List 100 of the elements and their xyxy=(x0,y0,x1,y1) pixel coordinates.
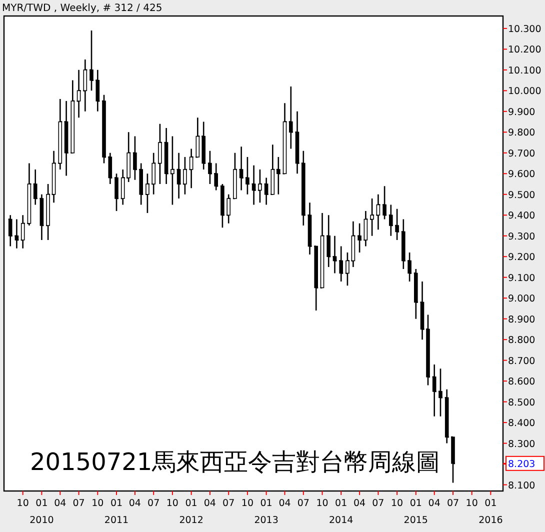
x-tick-label: 07 xyxy=(372,498,384,509)
y-tick-label: 8.400 xyxy=(508,418,536,430)
candlestick xyxy=(14,218,19,249)
candlestick xyxy=(52,150,56,204)
candlestick xyxy=(402,218,406,270)
candlestick xyxy=(8,214,12,247)
annotation: 20150721馬來西亞令吉對台幣周線圖 xyxy=(30,448,440,476)
x-tick-label: 04 xyxy=(54,498,66,509)
candlestick xyxy=(308,202,312,256)
candlestick xyxy=(176,152,181,200)
y-tick-label: 8.800 xyxy=(508,335,536,346)
x-tick-label: 01 2013 xyxy=(254,498,278,526)
y-tick-label: 9.100 xyxy=(508,272,536,284)
candlestick xyxy=(158,123,162,185)
candlestick xyxy=(358,222,362,254)
y-tick-label: 8.600 xyxy=(508,376,536,388)
x-tick-label: 07 xyxy=(222,498,235,509)
y-tick-label: 8.100 xyxy=(508,480,536,492)
x-tick-label: 01 2011 xyxy=(104,498,129,526)
candlestick xyxy=(314,246,318,312)
text: 8.203 xyxy=(508,458,536,470)
candlestick xyxy=(152,152,156,196)
y-tick-label: 9.200 xyxy=(508,252,536,264)
candlestick xyxy=(58,98,62,170)
candlestick xyxy=(270,144,275,196)
candlestick xyxy=(183,156,187,196)
x-tick-label: 01 2015 xyxy=(404,498,428,526)
candlestick xyxy=(189,148,194,189)
x-tick-label: 04 xyxy=(428,498,440,509)
y-tick-label: 10.000 xyxy=(508,86,542,98)
y-tick-label: 8.700 xyxy=(508,356,536,367)
candlestick xyxy=(76,69,81,118)
y-tick-label: 9.000 xyxy=(508,294,536,305)
candlestick xyxy=(282,102,287,174)
candlestick xyxy=(170,136,174,206)
candlestick xyxy=(70,80,75,154)
x-tick-label: 10 xyxy=(466,498,478,509)
x-tick-label: 10 xyxy=(16,498,29,509)
candlestick xyxy=(196,116,200,158)
y-tick-label: 9.700 xyxy=(508,148,536,160)
candlestick xyxy=(408,252,412,282)
x-tick-label: 10 xyxy=(166,498,178,509)
candlestick xyxy=(108,152,112,185)
candlestick xyxy=(444,388,449,444)
candlestick xyxy=(83,58,88,112)
x-tick-label: 04 xyxy=(278,498,291,509)
candlestick xyxy=(370,198,374,237)
candlestick xyxy=(295,110,300,174)
x-tick-label: 10 xyxy=(92,498,104,509)
x-tick-label: 07 xyxy=(297,498,310,509)
candlestick xyxy=(239,146,244,191)
y-tick-label: 9.300 xyxy=(508,231,536,242)
candlestick xyxy=(164,127,168,185)
candlestick xyxy=(40,194,44,241)
x-tick-label: 01 2016 xyxy=(478,498,503,526)
x-tick-label: 01 2014 xyxy=(329,498,354,526)
x-tick-label: 04 xyxy=(204,498,216,509)
candlestick xyxy=(332,235,337,274)
candlestick xyxy=(432,364,436,417)
candlestick xyxy=(33,168,38,206)
x-tick-label: 10 xyxy=(241,498,254,509)
candlestick xyxy=(339,246,344,282)
x-tick-label: 07 xyxy=(72,498,85,509)
x-tick-label: 07 xyxy=(148,498,160,509)
candlestick xyxy=(146,172,150,214)
x-tick-label: 01 2012 xyxy=(179,498,204,526)
y-tick-label: 10.200 xyxy=(508,44,542,56)
y-tick-label: 8.900 xyxy=(508,314,536,326)
y-tick-label: 10.300 xyxy=(508,24,542,35)
candlestick xyxy=(226,194,230,224)
candlestick xyxy=(233,152,237,200)
x-tick-label: 04 xyxy=(128,498,141,509)
x-tick-label: 10 xyxy=(316,498,328,509)
x-tick-label: 04 xyxy=(354,498,366,509)
candlestick xyxy=(414,268,418,320)
chart-title: MYR/TWD , Weekly, # 312 / 425 xyxy=(2,3,162,14)
candlestick xyxy=(395,208,399,241)
y-tick-label: 10.100 xyxy=(508,65,542,76)
y-tick-label: 9.900 xyxy=(508,106,536,118)
y-tick-label: 8.500 xyxy=(508,397,536,408)
x-tick-label: 07 xyxy=(446,498,460,509)
candlestick xyxy=(258,168,262,204)
candlestick xyxy=(252,164,256,206)
candlestick xyxy=(382,185,386,220)
candlestick xyxy=(27,162,32,226)
candlestick xyxy=(264,177,268,206)
candlestick xyxy=(276,156,280,196)
candlestick xyxy=(376,194,380,230)
y-tick-label: 9.500 xyxy=(508,190,536,201)
x-tick-label: 01 2010 xyxy=(30,498,54,526)
candlestick xyxy=(208,150,212,185)
candlestick xyxy=(202,121,206,170)
y-tick-label: 8.300 xyxy=(508,438,536,450)
y-tick-label: 9.400 xyxy=(508,210,536,222)
candlestick xyxy=(96,69,100,112)
candlestick xyxy=(289,86,293,150)
candlestick xyxy=(364,210,368,247)
candlestick xyxy=(320,212,324,288)
candlestick xyxy=(46,183,50,241)
candlestick xyxy=(302,150,306,226)
